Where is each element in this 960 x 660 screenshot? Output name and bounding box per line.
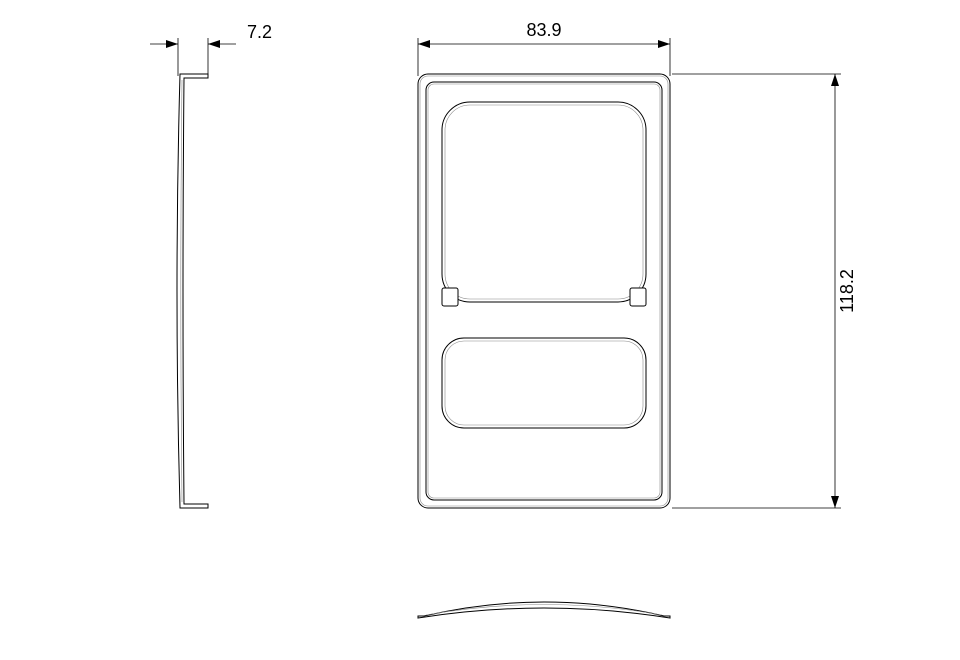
front-view (418, 74, 670, 508)
dimension-height-label: 118.2 (837, 269, 857, 313)
side-view (177, 74, 208, 508)
dimension-height: 118.2 (672, 74, 857, 508)
top-view (418, 602, 670, 618)
dimension-thickness: 7.2 (150, 22, 272, 76)
engineering-drawing: 7.2 83.9 118.2 (0, 0, 960, 660)
dimension-width: 83.9 (418, 20, 670, 76)
dimension-width-label: 83.9 (526, 20, 561, 40)
dimension-thickness-label: 7.2 (247, 22, 272, 42)
